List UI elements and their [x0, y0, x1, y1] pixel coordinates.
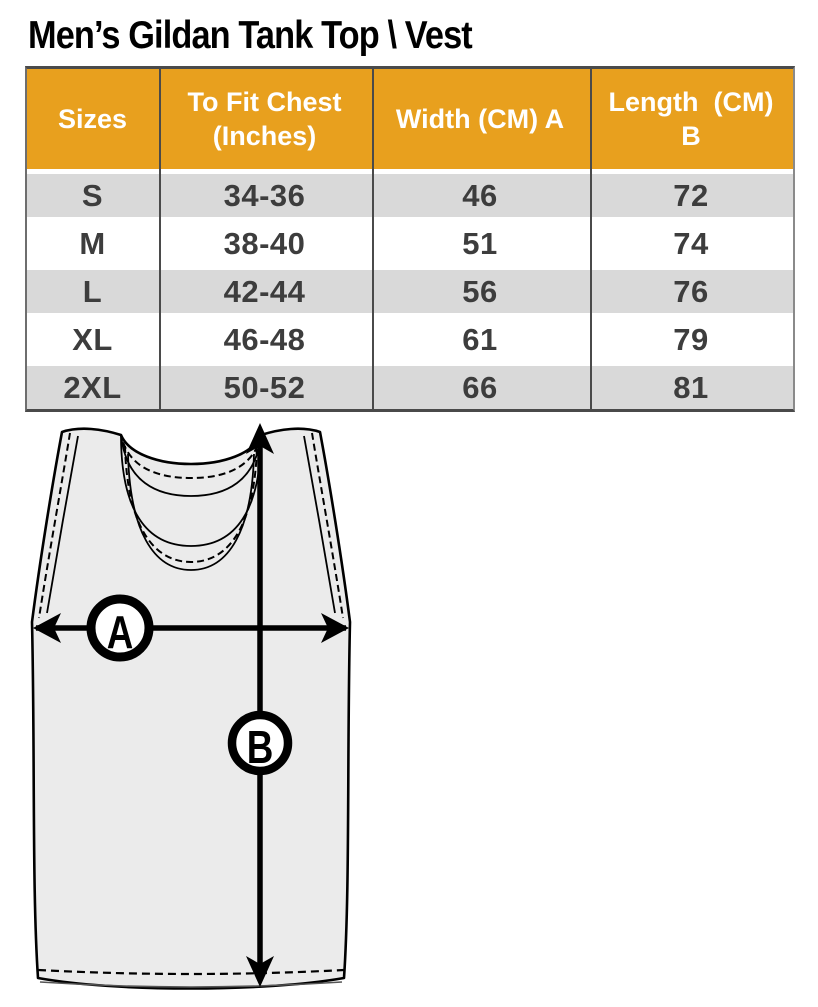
cell-width: 51 — [462, 225, 498, 261]
header-sizes: Sizes — [27, 69, 158, 169]
cell-size: XL — [72, 321, 113, 357]
table-row-xl: XL 46-48 61 79 — [27, 318, 793, 361]
cell-length: 79 — [673, 321, 709, 357]
tank-top-outline — [30, 427, 352, 990]
header-length-line1: Length (CM) — [608, 87, 774, 117]
cell-width: 46 — [462, 177, 498, 213]
column-divider — [159, 69, 161, 409]
table-row-2xl: 2XL 50-52 66 81 — [27, 366, 793, 409]
header-length-line2: B — [681, 121, 701, 151]
cell-size: L — [82, 273, 103, 309]
table-row-l: L 42-44 56 76 — [27, 270, 793, 313]
cell-length: 74 — [673, 225, 709, 261]
cell-length: 72 — [673, 177, 709, 213]
width-label-badge: A — [86, 594, 154, 662]
page-title: Men’s Gildan Tank Top \ Vest — [28, 14, 473, 57]
table-header-row: Sizes To Fit Chest (Inches) Width (CM) A… — [27, 69, 793, 169]
length-label-badge: B — [227, 710, 293, 776]
cell-chest: 42-44 — [223, 273, 306, 309]
cell-size: S — [81, 177, 104, 213]
length-label: B — [247, 721, 274, 773]
back-neckband-edge — [120, 434, 262, 497]
header-sizes-label: Sizes — [57, 104, 128, 134]
size-table: Sizes To Fit Chest (Inches) Width (CM) A… — [25, 66, 795, 412]
cell-size: 2XL — [63, 369, 122, 405]
header-width: Width (CM) A — [371, 69, 589, 169]
header-chest: To Fit Chest (Inches) — [158, 69, 371, 169]
header-width-label: Width (CM) A — [395, 104, 565, 134]
cell-length: 81 — [673, 369, 709, 405]
hem-stitch — [37, 968, 345, 976]
column-divider — [372, 69, 374, 409]
left-armhole-stitch — [38, 432, 71, 619]
cell-width: 61 — [462, 321, 498, 357]
cell-chest: 34-36 — [223, 177, 306, 213]
right-armhole-stitch — [311, 432, 344, 619]
cell-width: 66 — [462, 369, 498, 405]
cell-width: 56 — [462, 273, 498, 309]
front-neckline-edge — [120, 434, 262, 547]
table-row-m: M 38-40 51 74 — [27, 222, 793, 265]
header-chest-line1: To Fit Chest — [187, 87, 342, 117]
column-divider — [590, 69, 592, 409]
tank-top-measurement-diagram: A B — [30, 423, 352, 990]
cell-length: 76 — [673, 273, 709, 309]
right-armhole-edge — [303, 435, 336, 614]
header-chest-line2: (Inches) — [212, 121, 317, 151]
length-arrow — [246, 423, 274, 987]
table-row-s: S 34-36 46 72 — [27, 174, 793, 217]
width-label: A — [107, 606, 134, 658]
header-length: Length (CM) B — [589, 69, 793, 169]
front-neckband-bottom-edge — [127, 453, 255, 571]
cell-chest: 38-40 — [223, 225, 306, 261]
cell-size: M — [79, 225, 106, 261]
hem-bottom-curve — [39, 981, 343, 988]
back-neckband-stitch — [120, 434, 262, 480]
left-armhole-edge — [46, 435, 79, 614]
cell-chest: 50-52 — [223, 369, 306, 405]
cell-chest: 46-48 — [223, 321, 306, 357]
